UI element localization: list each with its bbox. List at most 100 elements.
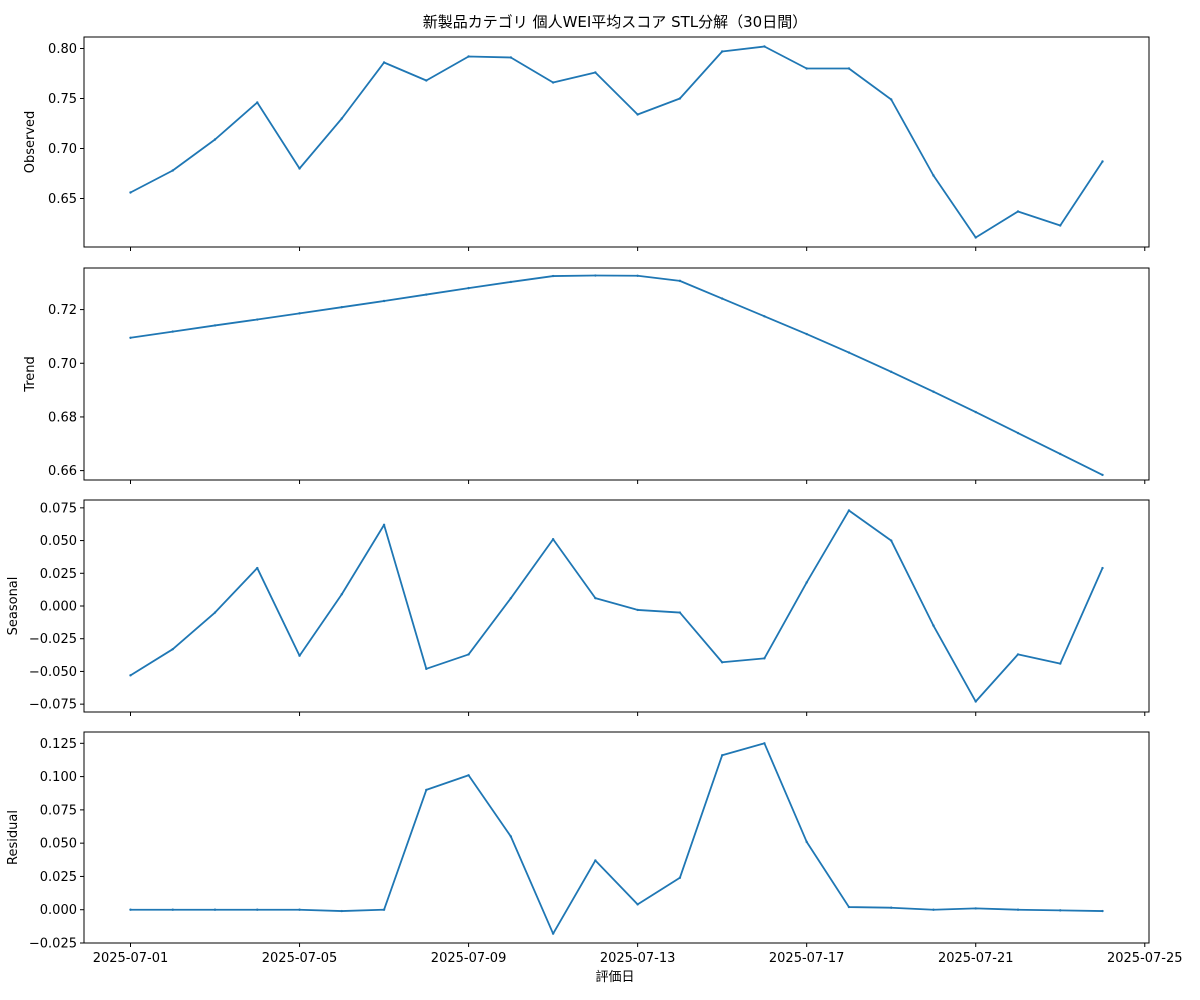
data-point <box>1101 566 1104 570</box>
data-point <box>340 909 343 913</box>
y-tick-label: 0.80 <box>48 42 77 57</box>
data-point <box>890 906 893 909</box>
data-point <box>805 840 808 844</box>
series-line-trend <box>130 274 1103 476</box>
x-tick-label: 2025-07-05 <box>262 951 338 966</box>
y-tick-label: −0.025 <box>29 937 77 952</box>
data-point <box>551 81 555 84</box>
data-point <box>847 351 851 354</box>
data-point <box>551 274 555 278</box>
data-point <box>171 647 174 651</box>
y-axis-label: Observed <box>23 111 38 174</box>
data-point <box>298 167 301 170</box>
data-point <box>805 67 808 70</box>
data-point <box>467 653 470 656</box>
data-point <box>1101 160 1104 163</box>
data-point <box>847 67 851 70</box>
data-point <box>974 700 977 703</box>
data-point <box>805 332 808 336</box>
y-tick-label: −0.075 <box>29 698 77 713</box>
y-tick-label: 0.025 <box>40 870 77 885</box>
y-tick-label: 0.66 <box>48 464 77 479</box>
data-point <box>298 908 301 911</box>
data-point <box>636 113 639 116</box>
data-point <box>467 55 470 58</box>
data-point <box>256 908 259 911</box>
data-point <box>847 509 851 512</box>
y-tick-label: 0.65 <box>48 192 77 207</box>
data-point <box>382 299 386 303</box>
data-point <box>890 539 893 542</box>
data-point <box>678 876 682 879</box>
data-point <box>171 169 174 172</box>
data-point <box>213 138 217 141</box>
data-point <box>340 117 343 120</box>
data-point <box>340 305 343 309</box>
data-point <box>847 905 851 909</box>
data-point <box>1016 210 1020 213</box>
data-point <box>890 98 893 101</box>
data-point <box>256 566 259 570</box>
data-point <box>382 908 386 911</box>
data-point <box>425 788 428 792</box>
axes-frame <box>83 36 1150 248</box>
data-point <box>298 654 301 657</box>
y-axis-label: Seasonal <box>6 577 21 636</box>
series-line-observed <box>130 45 1104 239</box>
data-point <box>509 596 513 600</box>
data-point <box>720 50 724 53</box>
x-tick-label: 2025-07-17 <box>769 951 845 966</box>
data-point <box>594 274 597 277</box>
data-point <box>720 754 724 757</box>
y-axis-label: Residual <box>6 810 21 865</box>
y-tick-label: −0.025 <box>29 632 77 647</box>
data-point <box>763 45 766 48</box>
y-tick-label: 0.100 <box>40 770 77 785</box>
x-axis-label: 評価日 <box>595 970 634 985</box>
series-line-residual <box>130 742 1103 935</box>
data-point <box>256 318 259 321</box>
data-point <box>1101 473 1104 477</box>
y-tick-label: 0.075 <box>40 501 77 516</box>
data-point <box>256 101 259 104</box>
data-point <box>594 596 597 600</box>
x-tick-label: 2025-07-21 <box>938 951 1014 966</box>
y-tick-label: 0.075 <box>40 803 77 818</box>
y-tick-label: 0.025 <box>40 567 77 582</box>
y-tick-label: 0.050 <box>40 837 77 852</box>
data-point <box>763 315 766 318</box>
data-point <box>382 61 386 64</box>
data-point <box>932 624 935 627</box>
y-tick-label: 0.050 <box>40 534 77 549</box>
data-point <box>129 336 132 339</box>
y-tick-label: 0.125 <box>40 737 77 752</box>
data-point <box>213 908 217 911</box>
panel-seasonal: −0.075 −0.050 −0.025 0.000 0.025 0.050 0.075 Se… <box>6 499 1150 716</box>
panel-observed: 0.65 0.70 0.75 0.80 Observed <box>23 36 1150 251</box>
y-tick-label: 0.68 <box>48 410 77 425</box>
panel-residual: −0.025 0.000 0.025 0.050 0.075 0.100 0.125 2025… <box>6 731 1183 966</box>
data-point <box>298 312 301 315</box>
data-point <box>1016 653 1020 656</box>
data-point <box>1059 662 1062 665</box>
x-tick-label: 2025-07-09 <box>431 951 507 966</box>
data-point <box>932 174 935 177</box>
data-point <box>1101 909 1104 913</box>
data-point <box>594 859 597 862</box>
data-point <box>890 370 893 374</box>
x-tick-label: 2025-07-13 <box>600 951 676 966</box>
data-point <box>805 581 808 584</box>
data-point <box>932 908 935 911</box>
y-tick-label: 0.000 <box>40 903 77 918</box>
data-point <box>678 97 682 100</box>
data-point <box>171 908 174 911</box>
data-point <box>594 71 597 74</box>
data-point <box>509 280 513 284</box>
x-tick-label: 2025-07-01 <box>93 951 169 966</box>
data-point <box>1059 909 1062 912</box>
axes-frame <box>83 267 1150 481</box>
data-point <box>425 79 428 82</box>
data-point <box>551 538 555 541</box>
data-point <box>171 330 174 333</box>
